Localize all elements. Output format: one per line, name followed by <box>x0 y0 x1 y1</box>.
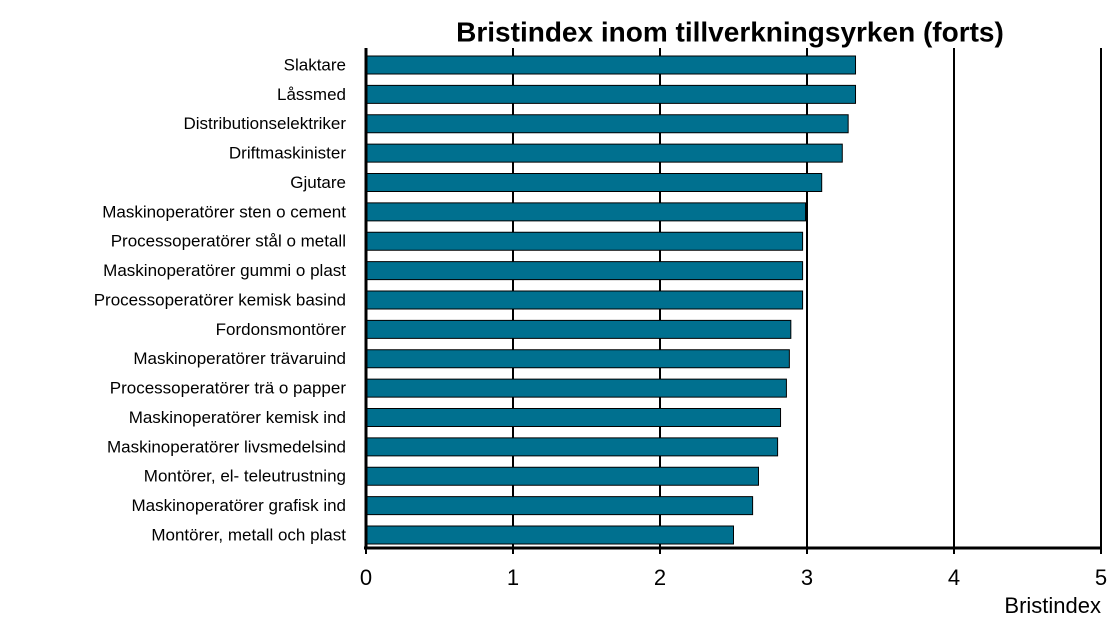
x-tick-label: 4 <box>948 565 960 590</box>
y-tick-label: Maskinoperatörer sten o cement <box>102 202 346 221</box>
bar <box>365 143 843 163</box>
bar <box>365 408 782 427</box>
y-tick-label: Montörer, el- teleutrustning <box>144 467 346 486</box>
bar <box>365 231 804 251</box>
bar <box>365 84 857 104</box>
x-tick-label: 5 <box>1095 565 1107 590</box>
bar <box>365 55 857 75</box>
y-tick-label: Låssmed <box>277 85 346 104</box>
bar <box>365 378 787 398</box>
y-tick-label: Fordonsmontörer <box>216 320 347 339</box>
bar <box>365 290 804 310</box>
y-tick-label: Maskinoperatörer kemisk ind <box>129 408 346 427</box>
bar <box>365 525 734 545</box>
x-tick-label: 2 <box>654 565 666 590</box>
bar <box>365 173 823 192</box>
y-tick-label: Maskinoperatörer livsmedelsind <box>107 437 346 456</box>
bar <box>365 496 754 516</box>
y-tick-label: Distributionselektriker <box>184 114 347 133</box>
y-tick-label: Montörer, metall och plast <box>151 525 346 544</box>
y-tick-label: Maskinoperatörer trävaruind <box>133 349 346 368</box>
x-tick-label: 1 <box>507 565 519 590</box>
y-tick-label: Processoperatörer trä o papper <box>110 379 347 398</box>
x-tick-label: 0 <box>360 565 372 590</box>
bar <box>365 114 849 134</box>
y-tick-label: Gjutare <box>290 173 346 192</box>
chart-title: Bristindex inom tillverkningsyrken (fort… <box>456 16 1004 47</box>
x-tick-label: 3 <box>801 565 813 590</box>
y-tick-label: Driftmaskinister <box>229 144 346 163</box>
y-tick-label: Maskinoperatörer gummi o plast <box>103 261 346 280</box>
bar <box>365 466 759 486</box>
bar <box>365 319 792 339</box>
bar <box>365 202 807 222</box>
bar <box>365 437 779 457</box>
y-tick-label: Processoperatörer kemisk basind <box>94 290 346 309</box>
y-tick-label: Maskinoperatörer grafisk ind <box>132 496 346 515</box>
bar <box>365 261 804 281</box>
y-tick-label: Slaktare <box>284 55 346 74</box>
y-tick-label: Processoperatörer stål o metall <box>111 232 346 251</box>
bar <box>365 349 790 369</box>
x-axis-label: Bristindex <box>1004 593 1101 618</box>
